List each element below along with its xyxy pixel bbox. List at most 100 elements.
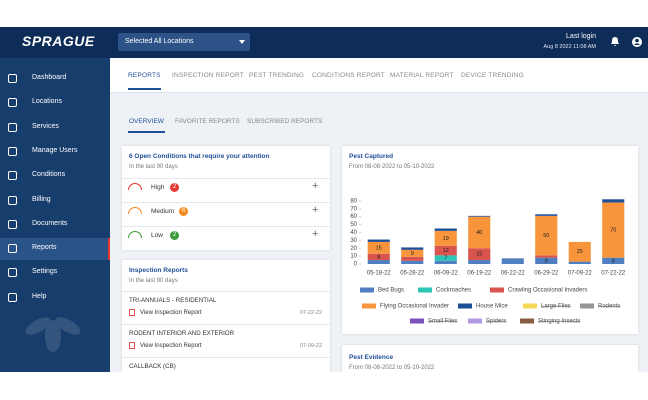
sidebar-label: Locations bbox=[32, 98, 62, 106]
subtab[interactable]: FAVORITE REPORTS bbox=[175, 118, 240, 125]
tab[interactable]: CONDITIONS REPORT bbox=[312, 72, 385, 79]
sidebar-item[interactable]: Conditions bbox=[0, 165, 110, 187]
condition-badge: 6 bbox=[179, 207, 188, 216]
conditions-card bbox=[122, 146, 330, 250]
tab[interactable]: REPORTS bbox=[128, 72, 161, 90]
tab-bar bbox=[110, 58, 648, 93]
expand-button[interactable]: + bbox=[312, 180, 319, 192]
legend-label: Large Flies bbox=[541, 304, 571, 310]
tab[interactable]: INSPECTION REPORT bbox=[172, 72, 244, 79]
legend-swatch bbox=[580, 303, 594, 309]
report-date: 07-22-22 bbox=[300, 310, 323, 316]
legend-label: Bed Bugs bbox=[378, 288, 404, 294]
x-tick-label: 06-22-22 bbox=[501, 271, 526, 277]
report-link[interactable]: View Inspection Report bbox=[140, 343, 202, 349]
sidebar-item[interactable]: Help bbox=[0, 287, 110, 309]
tab[interactable]: PEST TRENDING bbox=[249, 72, 305, 79]
sidebar-label: Settings bbox=[32, 268, 58, 276]
y-tick-label: 0 bbox=[354, 262, 358, 268]
watermark-fly bbox=[25, 317, 81, 352]
bar-segment bbox=[568, 241, 591, 262]
data-label: 9 bbox=[411, 251, 414, 257]
bell-shape bbox=[611, 37, 619, 47]
pest-chart: 0 10 20 30 40 50 60 70 80 05-18-22 8 15 05-28-22 9 06-… bbox=[350, 198, 626, 325]
sidebar-item[interactable]: Locations bbox=[0, 92, 110, 114]
bottom-margin bbox=[0, 372, 648, 400]
row-divider bbox=[122, 226, 330, 227]
legend-label: Flying Occasional Invader bbox=[380, 304, 449, 310]
card-subtitle: In the last 90 days bbox=[129, 278, 178, 284]
x-tick-label: 06-29-22 bbox=[534, 271, 559, 277]
card-subtitle: From 08-08-2022 to 05-10-2022 bbox=[349, 164, 435, 170]
sidebar-item[interactable]: Reports bbox=[0, 238, 110, 261]
expand-button[interactable]: + bbox=[312, 204, 319, 216]
bar-segment bbox=[468, 216, 491, 249]
fly-body bbox=[45, 320, 61, 352]
bar-segment bbox=[401, 260, 424, 264]
x-tick-label: 07-22-22 bbox=[601, 271, 626, 277]
x-tick-label: 06-19-22 bbox=[467, 271, 492, 277]
sidebar-label: Manage Users bbox=[32, 146, 78, 154]
sidebar-icon bbox=[8, 268, 17, 278]
row-divider bbox=[122, 324, 330, 325]
legend-swatch bbox=[458, 303, 472, 309]
sidebar-icon bbox=[8, 122, 17, 132]
sidebar-label: Billing bbox=[32, 195, 51, 203]
y-tick-label: 30 bbox=[350, 238, 357, 244]
bar-segment bbox=[434, 228, 457, 231]
row-divider bbox=[122, 202, 330, 203]
bar-segment bbox=[367, 241, 390, 254]
y-tick-label: 80 bbox=[350, 198, 357, 204]
data-label: 8 bbox=[612, 258, 615, 264]
bell-icon[interactable] bbox=[609, 36, 621, 48]
y-tick-label: 50 bbox=[350, 222, 357, 228]
report-title: TRI-ANNUALS - RESIDENTIAL bbox=[129, 297, 217, 304]
subtab[interactable]: OVERVIEW bbox=[128, 118, 165, 133]
bar-segment bbox=[434, 260, 457, 264]
card-subtitle: From 08-08-2022 to 05-10-2022 bbox=[349, 365, 435, 371]
subtab[interactable]: SUBSCRIBED REPORTS bbox=[247, 118, 323, 125]
expand-button[interactable]: + bbox=[312, 228, 319, 240]
y-tick-label: 70 bbox=[350, 206, 357, 212]
sidebar-item[interactable]: Settings bbox=[0, 262, 110, 284]
sidebar-icon bbox=[8, 171, 17, 181]
tab[interactable]: MATERIAL REPORT bbox=[390, 72, 454, 79]
sidebar-item[interactable]: Services bbox=[0, 117, 110, 139]
bar-segment bbox=[434, 230, 457, 246]
legend-swatch bbox=[523, 303, 537, 309]
data-label: 7 bbox=[444, 256, 447, 262]
sidebar-label: Reports bbox=[32, 244, 57, 252]
bar-segment bbox=[434, 245, 457, 256]
bar-segment bbox=[535, 215, 558, 256]
sidebar-icon bbox=[8, 219, 17, 229]
x-tick-label: 05-18-22 bbox=[367, 271, 392, 277]
legend-label: House Mice bbox=[476, 304, 508, 310]
report-link[interactable]: View Inspection Report bbox=[140, 310, 202, 316]
user-icon[interactable] bbox=[631, 36, 643, 48]
bar-segment bbox=[501, 258, 524, 260]
legend-swatch bbox=[490, 287, 504, 293]
sidebar-item[interactable]: Manage Users bbox=[0, 141, 110, 163]
last-login-label: Last login bbox=[566, 33, 596, 40]
sidebar-item[interactable]: Billing bbox=[0, 190, 110, 212]
legend-label: Small Flies bbox=[428, 319, 457, 325]
location-selector[interactable]: Selected All Locations bbox=[118, 33, 250, 51]
bar-segment bbox=[401, 247, 424, 250]
data-label: 8 bbox=[377, 254, 380, 260]
row-divider bbox=[122, 291, 330, 292]
y-tick-label: 60 bbox=[350, 214, 357, 220]
bar-segment bbox=[602, 202, 625, 258]
tab[interactable]: DEVICE TRENDING bbox=[461, 72, 524, 79]
sidebar: Dashboard Locations Services Manage Users Co… bbox=[0, 58, 110, 372]
bar-segment bbox=[468, 260, 491, 264]
bar-segment bbox=[535, 257, 558, 264]
gauge-icon bbox=[128, 207, 142, 214]
sidebar-icon bbox=[8, 195, 17, 205]
data-label: 15 bbox=[476, 252, 482, 258]
fly-wing bbox=[55, 317, 81, 335]
sidebar-item[interactable]: Dashboard bbox=[0, 68, 110, 90]
bar-segment bbox=[568, 261, 591, 264]
sidebar-label: Services bbox=[32, 122, 59, 130]
legend-swatch bbox=[362, 303, 376, 309]
sidebar-item[interactable]: Documents bbox=[0, 214, 110, 236]
